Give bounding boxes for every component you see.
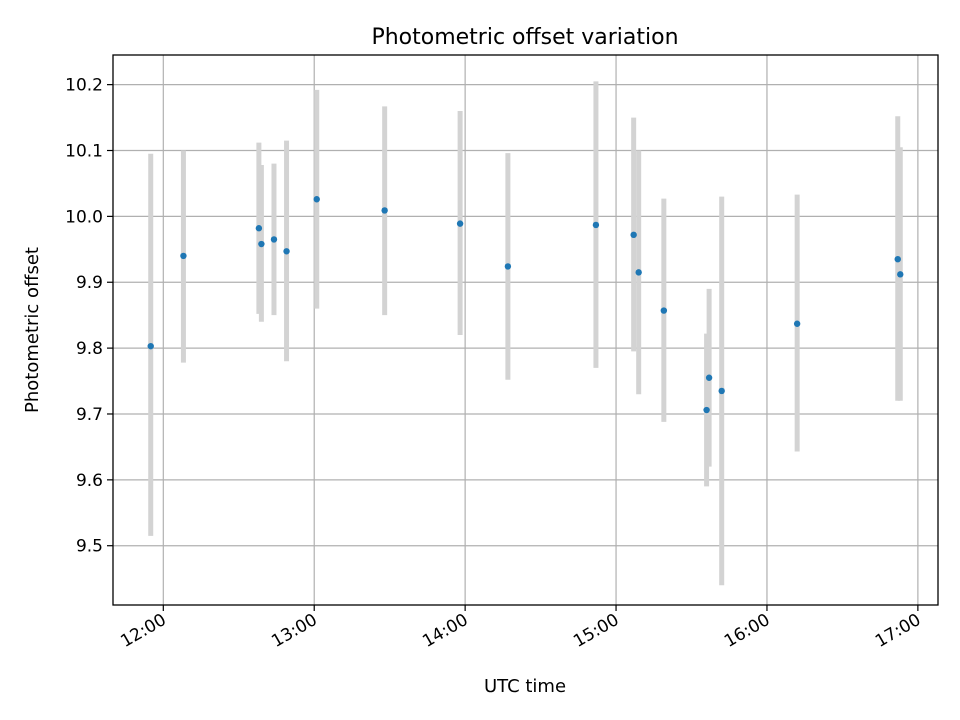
x-tick-label: 15:00 (570, 610, 622, 652)
y-tick-label: 9.5 (76, 537, 103, 557)
data-point (703, 406, 710, 414)
data-point (897, 271, 904, 278)
x-tick-label: 13:00 (268, 610, 320, 652)
grid-layer (113, 55, 938, 605)
data-point (660, 307, 668, 314)
y-tick-label: 9.7 (76, 405, 103, 425)
data-point (504, 263, 512, 270)
chart-title: Photometric offset variation (371, 25, 678, 50)
y-axis-label: Photometric offset (22, 247, 43, 413)
x-tick-label: 12:00 (117, 610, 169, 652)
y-tick-label: 9.6 (76, 471, 103, 491)
data-point (270, 236, 278, 243)
data-point (630, 231, 637, 239)
y-tick-label: 9.8 (76, 339, 103, 359)
y-tick-label: 10.2 (65, 76, 103, 96)
data-point (255, 225, 263, 232)
plot-background (113, 55, 938, 605)
data-point (718, 387, 725, 395)
data-point (592, 221, 600, 229)
data-point (180, 252, 187, 260)
y-tick-label: 10.1 (65, 142, 103, 162)
data-point (456, 220, 464, 227)
data-point (258, 240, 265, 248)
data-point (381, 207, 388, 214)
data-point (793, 320, 801, 327)
data-point (313, 196, 320, 203)
x-tick-label: 14:00 (419, 610, 471, 652)
plot-frame (112, 54, 939, 606)
data-point (283, 248, 290, 255)
data-point (147, 342, 154, 350)
y-tick-label: 10.0 (65, 207, 103, 227)
y-tick-label: 9.9 (76, 273, 103, 293)
data-point (635, 269, 642, 276)
x-tick-label: 16:00 (721, 610, 773, 652)
x-tick-label: 17:00 (872, 610, 924, 652)
data-point (894, 255, 901, 263)
x-axis-label: UTC time (484, 676, 566, 697)
marker-layer (147, 196, 904, 414)
data-point (705, 374, 713, 381)
